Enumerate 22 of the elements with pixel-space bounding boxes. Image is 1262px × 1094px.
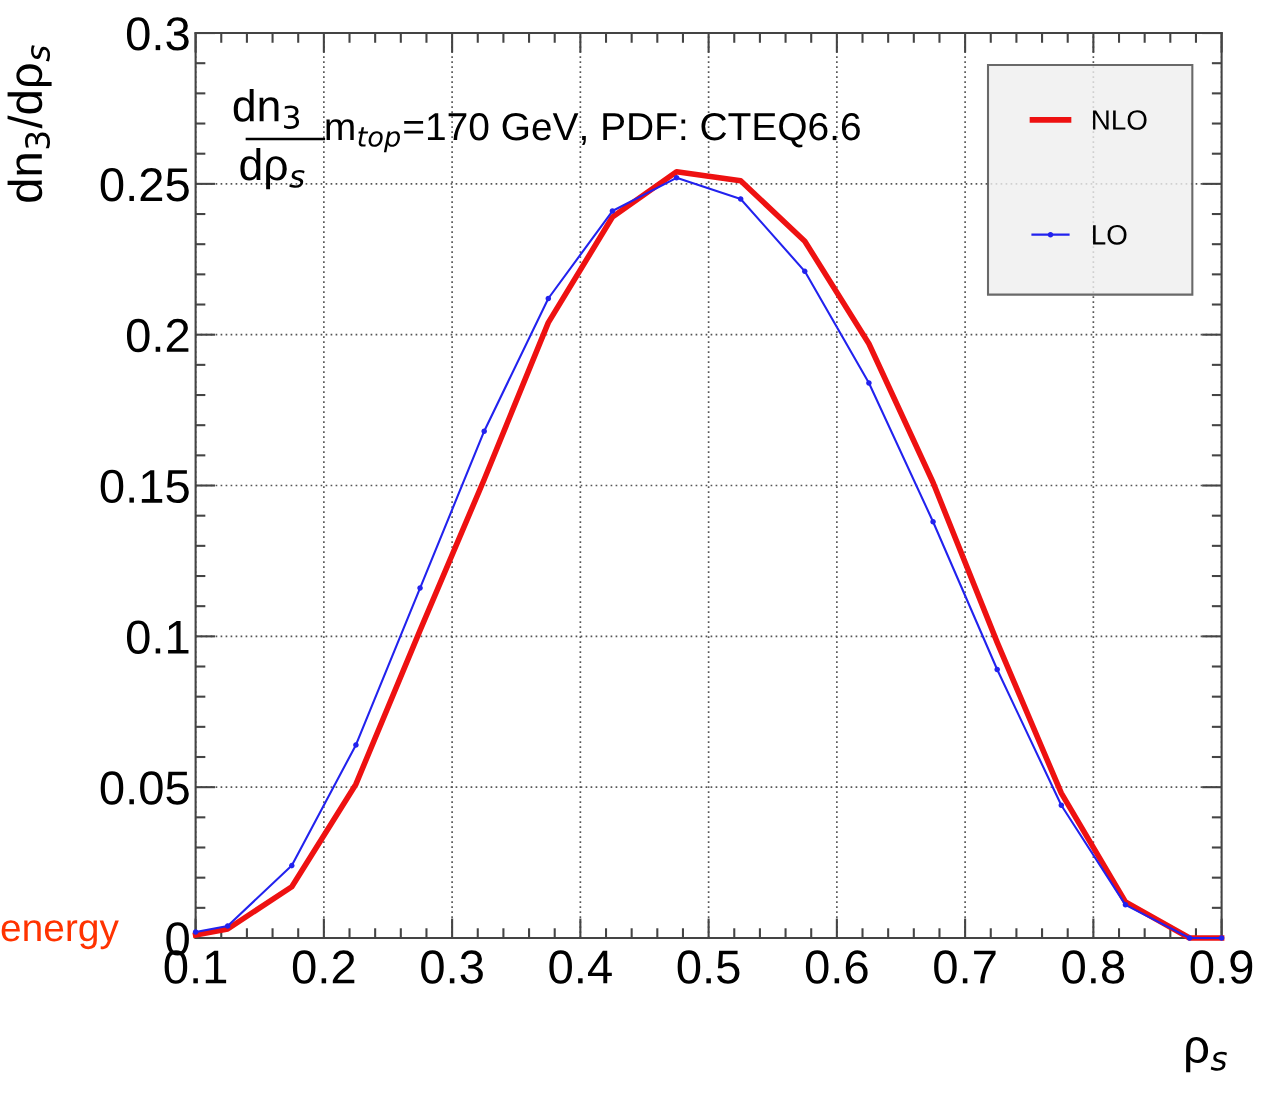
y-axis-title: dn$_{3}$/dρ$_{s}$ (7, 45, 52, 202)
y-tick-label: 0.15 (100, 469, 189, 504)
legend-label: NLO (1093, 110, 1147, 130)
y-tick-label: 0.2 (126, 318, 189, 353)
y-tick-label: 0.3 (126, 17, 189, 51)
x-tick-label: 0.9 (1190, 950, 1253, 984)
x-tick-label: 0.2 (292, 950, 355, 984)
x-axis-title: ρ$_{s}$ (1186, 1037, 1227, 1073)
legend-label: LO (1093, 224, 1127, 245)
annotation: dρ$_{s}$ (240, 147, 305, 190)
y-tick-label: 0.25 (100, 168, 189, 202)
text: energy (1, 920, 119, 950)
y-tick-label: 0.05 (100, 771, 189, 805)
y-tick-label: 0.1 (126, 620, 189, 654)
x-tick-label: 0.8 (1062, 950, 1125, 984)
x-tick-label: 0.6 (805, 950, 868, 984)
x-tick-label: 0.5 (677, 950, 740, 984)
annotation: m$_{top}$=170 GeV, PDF: CTEQ6.6 (326, 112, 860, 153)
x-tick-label: 0.7 (934, 950, 996, 984)
x-tick-label: 0.3 (421, 950, 483, 984)
annotation: dn$_{3}$ (233, 89, 300, 129)
x-tick-label: 0.4 (549, 950, 612, 984)
